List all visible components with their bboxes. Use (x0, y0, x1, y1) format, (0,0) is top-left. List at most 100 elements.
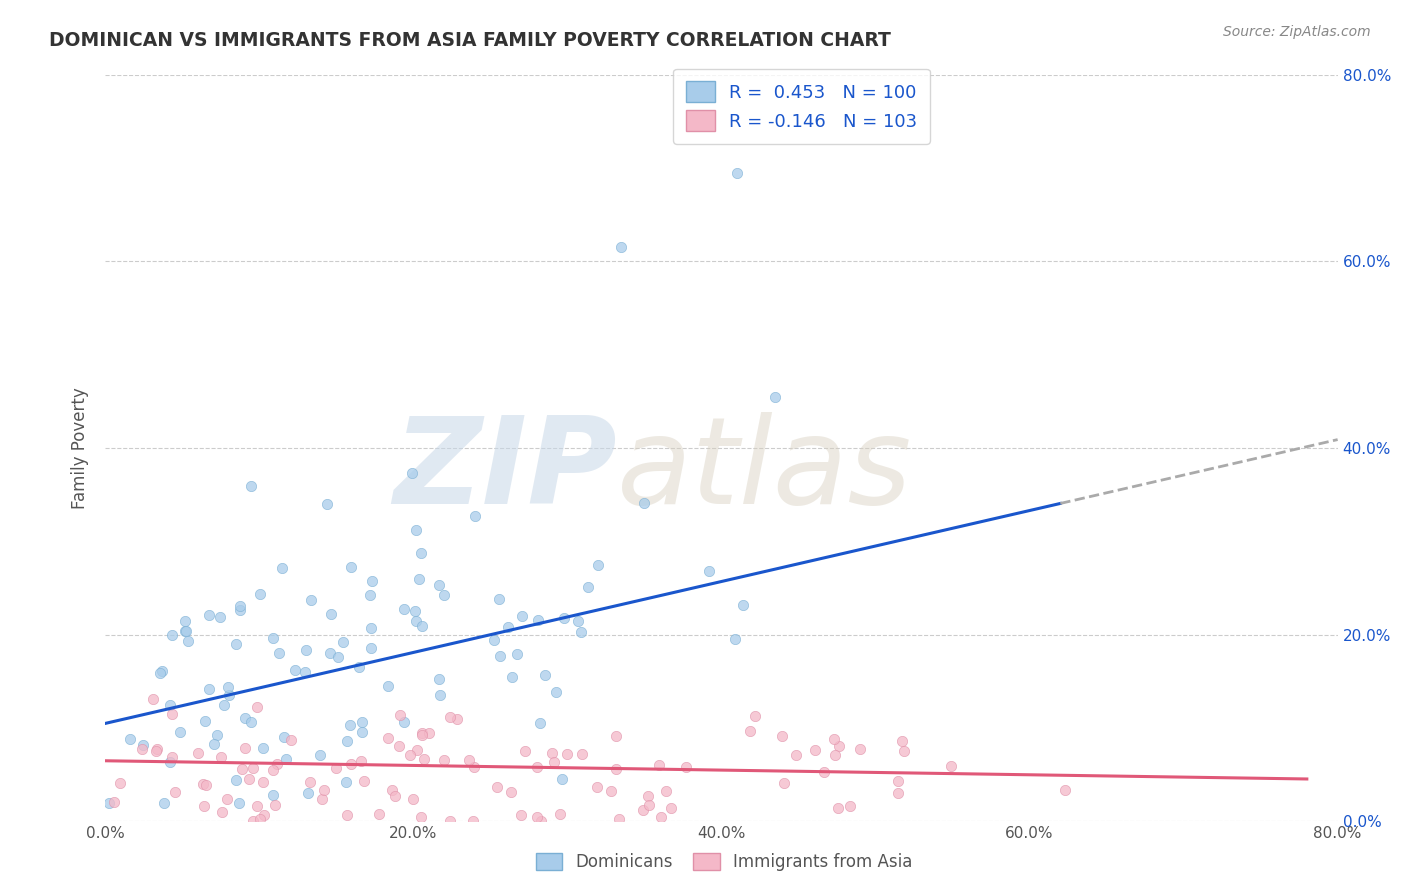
Point (198, 681, 221, 696)
Point (193, 798, 215, 813)
Point (266, 757, 288, 772)
Point (637, 797, 659, 812)
Point (384, 789, 406, 804)
Point (576, 580, 599, 594)
Point (262, 632, 284, 646)
Point (411, 728, 433, 742)
Point (352, 724, 374, 739)
Point (939, 758, 962, 772)
Point (893, 744, 915, 758)
Point (191, 777, 214, 791)
Point (770, 729, 793, 743)
Legend: R =  0.453   N = 100, R = -0.146   N = 103: R = 0.453 N = 100, R = -0.146 N = 103 (673, 69, 929, 144)
Point (262, 788, 284, 802)
Point (231, 762, 253, 776)
Point (103, 795, 125, 809)
Point (413, 751, 436, 765)
Point (510, 807, 533, 822)
Point (217, 792, 239, 806)
Point (225, 637, 247, 651)
Point (349, 659, 371, 673)
Point (280, 733, 302, 747)
Point (827, 801, 849, 815)
Point (159, 698, 181, 713)
Point (159, 756, 181, 770)
Point (406, 742, 429, 756)
Point (427, 578, 450, 592)
Point (249, 813, 271, 827)
Point (631, 803, 654, 817)
Point (409, 810, 432, 824)
Point (177, 633, 200, 648)
Point (654, 784, 676, 798)
Point (195, 778, 218, 792)
Point (202, 737, 225, 751)
Point (209, 750, 232, 764)
Point (249, 587, 271, 601)
Point (553, 611, 575, 625)
Point (336, 734, 359, 748)
Point (145, 744, 167, 758)
Point (360, 640, 382, 655)
Point (499, 785, 522, 799)
Point (543, 755, 565, 769)
Point (284, 663, 307, 677)
Point (160, 627, 183, 641)
Point (839, 798, 862, 813)
Point (246, 700, 269, 714)
Point (463, 760, 485, 774)
Point (488, 591, 510, 606)
Point (405, 523, 427, 537)
Point (174, 614, 197, 628)
Point (463, 814, 485, 828)
Point (887, 773, 910, 788)
Point (264, 797, 287, 812)
Point (165, 785, 187, 799)
Point (401, 467, 423, 481)
Point (131, 738, 153, 752)
Point (352, 715, 374, 730)
Point (360, 621, 382, 635)
Point (586, 558, 609, 573)
Point (252, 741, 274, 756)
Point (1053, 783, 1076, 797)
Point (153, 796, 176, 810)
Point (218, 688, 240, 702)
Point (429, 688, 451, 702)
Point (252, 808, 274, 822)
Point (262, 764, 284, 778)
Point (205, 728, 228, 742)
Point (733, 598, 755, 612)
Point (458, 753, 481, 767)
Text: atlas: atlas (617, 412, 912, 529)
Point (526, 760, 548, 774)
Point (339, 718, 361, 732)
Point (336, 808, 359, 822)
Point (238, 772, 260, 786)
Point (194, 714, 217, 729)
Point (142, 692, 165, 706)
Point (586, 780, 609, 794)
Point (823, 731, 845, 746)
Point (339, 559, 361, 574)
Point (242, 814, 264, 828)
Point (418, 726, 440, 740)
Point (551, 772, 574, 786)
Point (295, 643, 318, 657)
Point (637, 789, 659, 804)
Point (273, 730, 295, 744)
Point (392, 714, 415, 729)
Point (229, 603, 252, 617)
Legend: Dominicans, Immigrants from Asia: Dominicans, Immigrants from Asia (527, 845, 921, 880)
Point (392, 602, 415, 616)
Point (659, 801, 682, 815)
Point (242, 761, 264, 775)
Point (326, 650, 349, 665)
Point (319, 607, 342, 621)
Point (605, 729, 627, 743)
Point (208, 610, 231, 624)
Point (211, 805, 233, 820)
Point (887, 786, 910, 800)
Point (411, 726, 433, 740)
Point (482, 633, 505, 648)
